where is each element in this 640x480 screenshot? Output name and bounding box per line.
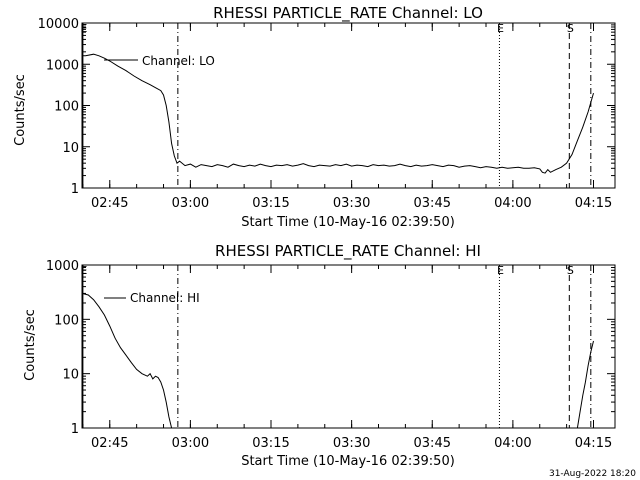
y-axis: 1 10 100 1000 (46, 259, 615, 437)
x-axis-label: Start Time (10-May-16 02:39:50) (241, 215, 455, 230)
plot-frame (81, 22, 616, 189)
chart-title: RHESSI PARTICLE_RATE Channel: HI (215, 242, 481, 261)
y-tick-label: 100 (54, 100, 79, 115)
x-axis-label: Start Time (10-May-16 02:39:50) (241, 454, 455, 469)
y-axis-label: Counts/sec (13, 74, 28, 146)
marker-label: S (567, 264, 574, 277)
series-line (576, 340, 594, 429)
x-tick-label: 02:45 (91, 196, 128, 211)
y-tick-label: 10 (62, 141, 79, 156)
x-axis: 02:45 03:00 03:15 03:30 03:45 04:00 04:15 (82, 265, 612, 451)
y-tick-label: 1000 (46, 58, 79, 73)
y-tick-label: 10 (62, 368, 79, 383)
x-axis: 02:45 03:00 03:15 03:30 03:45 04:00 04:15 (82, 23, 612, 211)
x-tick-label: 03:30 (333, 196, 370, 211)
marker-label: E (80, 22, 87, 35)
x-tick-label: 04:15 (575, 436, 612, 451)
marker-label: E (497, 264, 504, 277)
series-line (82, 53, 594, 174)
x-tick-label: 03:45 (414, 196, 451, 211)
x-tick-label: 03:00 (172, 436, 209, 451)
marker-label: E (80, 264, 87, 277)
y-axis-label: Counts/sec (23, 309, 38, 381)
x-tick-label: 04:00 (494, 436, 531, 451)
y-tick-label: 1 (71, 422, 79, 437)
x-tick-label: 03:45 (414, 436, 451, 451)
legend-entry: Channel: LO (142, 54, 215, 68)
x-tick-label: 03:15 (252, 196, 289, 211)
legend-entry: Channel: HI (130, 291, 200, 305)
y-tick-label: 10000 (38, 17, 79, 32)
plot-frame (81, 264, 616, 429)
x-tick-label: 03:00 (172, 196, 209, 211)
y-tick-label: 100 (54, 313, 79, 328)
x-tick-label: 03:30 (333, 436, 370, 451)
x-tick-label: 04:15 (575, 196, 612, 211)
legend: Channel: LO (104, 54, 215, 68)
series-group (82, 53, 594, 174)
chart-panel-lo: RHESSI PARTICLE_RATE Channel: LO Counts/… (13, 4, 616, 230)
x-tick-label: 04:00 (494, 196, 531, 211)
legend: Channel: HI (104, 291, 200, 305)
series-line (81, 292, 173, 429)
x-tick-label: 02:45 (91, 436, 128, 451)
footer-timestamp: 31-Aug-2022 18:20 (549, 469, 636, 479)
series-group (81, 292, 594, 429)
marker-label: S (567, 22, 574, 35)
chart-panel-hi: RHESSI PARTICLE_RATE Channel: HI Counts/… (23, 242, 616, 469)
y-tick-label: 1 (71, 182, 79, 197)
chart-title: RHESSI PARTICLE_RATE Channel: LO (213, 4, 483, 23)
y-tick-label: 1000 (46, 259, 79, 274)
marker-label: E (497, 22, 504, 35)
x-tick-label: 03:15 (252, 436, 289, 451)
y-axis: 1 10 100 1000 10000 (38, 17, 615, 197)
